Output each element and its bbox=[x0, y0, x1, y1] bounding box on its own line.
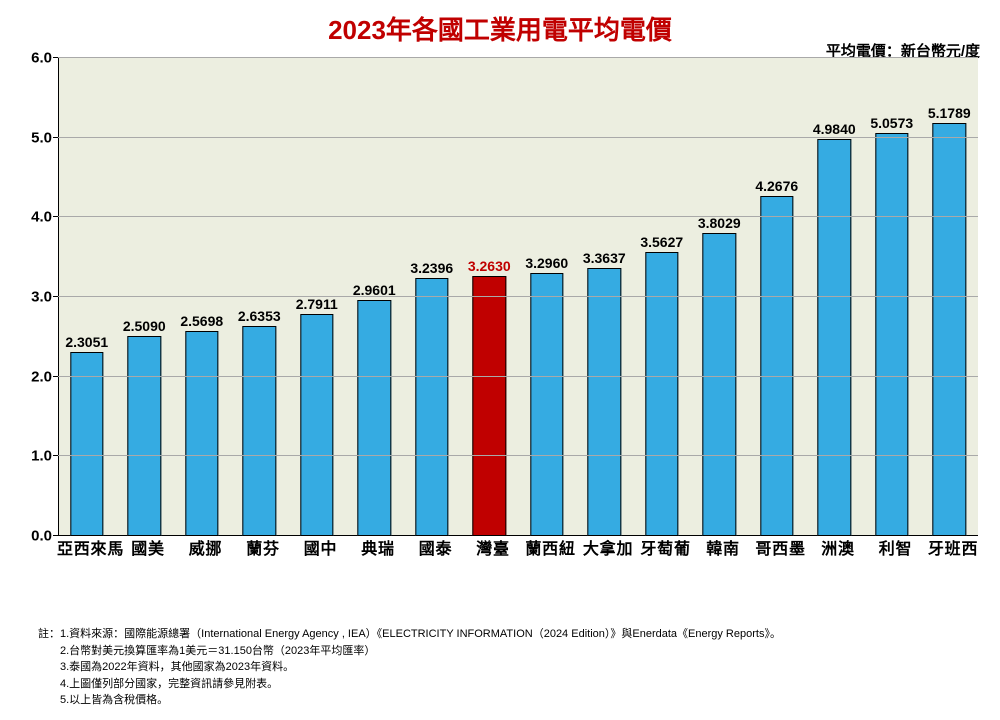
x-category-label: 美國 bbox=[127, 536, 161, 557]
bar-value-label: 2.3051 bbox=[65, 334, 108, 352]
bar-value-label: 2.5090 bbox=[123, 318, 166, 336]
footnote-text: 3.泰國為2022年資料，其他國家為2023年資料。 bbox=[60, 659, 294, 676]
bar-value-label: 3.2396 bbox=[410, 260, 453, 278]
y-tick-label: 3.0 bbox=[31, 289, 58, 306]
bar: 3.2630 bbox=[473, 276, 506, 536]
y-tick-label: 5.0 bbox=[31, 129, 58, 146]
bar: 3.3637 bbox=[588, 268, 621, 536]
footnote-text: 4.上圖僅列部分國家，完整資訊請參見附表。 bbox=[60, 676, 278, 693]
grid-line bbox=[58, 296, 978, 297]
footnote-line: 5.以上皆為含稅價格。 bbox=[38, 692, 781, 709]
bar-value-label: 2.5698 bbox=[180, 313, 223, 331]
footnotes: 註：1.資料來源：國際能源總署（International Energy Age… bbox=[38, 626, 781, 709]
bar-value-label: 2.7911 bbox=[296, 296, 338, 314]
bar-value-label: 3.2960 bbox=[525, 255, 568, 273]
bar-value-label: 4.2676 bbox=[755, 178, 798, 196]
canvas: 2023年各國工業用電平均電價 平均電價：新台幣元/度 2.30512.5090… bbox=[0, 0, 1000, 720]
bar-value-label: 5.0573 bbox=[870, 115, 913, 133]
footnote-prefix bbox=[38, 659, 60, 676]
bar: 4.9840 bbox=[818, 139, 851, 536]
bar-rect bbox=[933, 123, 966, 536]
bar-value-label: 3.2630 bbox=[468, 258, 511, 276]
bar-rect bbox=[645, 252, 678, 536]
footnote-line: 2.台幣對美元換算匯率為1美元＝31.150台幣（2023年平均匯率） bbox=[38, 643, 781, 660]
bar: 2.5090 bbox=[128, 336, 161, 536]
plot-area: 2.3051 2.5090 2.5698 2.6353 2.7911 2.9601 3.23… bbox=[58, 58, 978, 536]
bar-value-label: 3.5627 bbox=[640, 234, 683, 252]
y-tick-label: 2.0 bbox=[31, 368, 58, 385]
bar: 5.1789 bbox=[933, 123, 966, 536]
grid-line bbox=[58, 455, 978, 456]
bar-value-label: 3.8029 bbox=[698, 215, 741, 233]
footnote-line: 註：1.資料來源：國際能源總署（International Energy Age… bbox=[38, 626, 781, 643]
bar: 4.2676 bbox=[760, 196, 793, 536]
footnote-line: 3.泰國為2022年資料，其他國家為2023年資料。 bbox=[38, 659, 781, 676]
bar-rect bbox=[70, 352, 103, 536]
bar-rect bbox=[818, 139, 851, 536]
bar-rect bbox=[760, 196, 793, 536]
bar-rect bbox=[185, 331, 218, 536]
bar-value-label: 2.9601 bbox=[353, 282, 396, 300]
bar-rect bbox=[415, 278, 448, 536]
x-category-label: 澳洲 bbox=[817, 536, 851, 557]
x-category-label: 中國 bbox=[300, 536, 334, 557]
bar: 2.6353 bbox=[243, 326, 276, 536]
bar-rect bbox=[588, 268, 621, 536]
y-tick-label: 6.0 bbox=[31, 50, 58, 67]
bar: 2.5698 bbox=[185, 331, 218, 536]
x-category-label: 泰國 bbox=[415, 536, 449, 557]
bar-rect bbox=[703, 233, 736, 536]
bar: 2.7911 bbox=[300, 314, 333, 536]
bar-value-label: 5.1789 bbox=[928, 105, 971, 123]
bar-value-label: 3.3637 bbox=[583, 250, 626, 268]
x-category-label: 挪威 bbox=[185, 536, 219, 557]
footnote-prefix bbox=[38, 692, 60, 709]
grid-line bbox=[58, 57, 978, 58]
x-category-label: 墨西哥 bbox=[752, 536, 802, 557]
x-category-label: 瑞典 bbox=[357, 536, 391, 557]
footnote-prefix bbox=[38, 676, 60, 693]
bar: 2.3051 bbox=[70, 352, 103, 536]
bar: 3.2396 bbox=[415, 278, 448, 536]
x-category-label: 芬蘭 bbox=[242, 536, 276, 557]
bar-rect bbox=[473, 276, 506, 536]
x-category-label: 智利 bbox=[875, 536, 909, 557]
grid-line bbox=[58, 376, 978, 377]
footnote-prefix: 註： bbox=[38, 626, 60, 643]
bar-rect bbox=[875, 133, 908, 536]
x-category-label: 紐西蘭 bbox=[522, 536, 572, 557]
bar: 3.8029 bbox=[703, 233, 736, 536]
grid-line bbox=[58, 137, 978, 138]
x-category-label: 葡萄牙 bbox=[637, 536, 687, 557]
x-category-label: 西班牙 bbox=[924, 536, 974, 557]
bar-rect bbox=[243, 326, 276, 536]
bar-rect bbox=[530, 273, 563, 536]
x-category-label: 馬來西亞 bbox=[53, 536, 120, 557]
bar: 3.2960 bbox=[530, 273, 563, 536]
y-tick-label: 4.0 bbox=[31, 209, 58, 226]
x-category-label: 臺灣 bbox=[472, 536, 506, 557]
bar-rect bbox=[128, 336, 161, 536]
y-tick-label: 1.0 bbox=[31, 448, 58, 465]
footnote-text: 5.以上皆為含稅價格。 bbox=[60, 692, 168, 709]
x-category-label: 南韓 bbox=[702, 536, 736, 557]
bar-rect bbox=[300, 314, 333, 536]
bar: 5.0573 bbox=[875, 133, 908, 536]
bar: 3.5627 bbox=[645, 252, 678, 536]
footnote-line: 4.上圖僅列部分國家，完整資訊請參見附表。 bbox=[38, 676, 781, 693]
bars-container: 2.3051 2.5090 2.5698 2.6353 2.7911 2.9601 3.23… bbox=[58, 58, 978, 536]
x-category-label: 加拿大 bbox=[579, 536, 629, 557]
bar: 2.9601 bbox=[358, 300, 391, 536]
footnote-prefix bbox=[38, 643, 60, 660]
footnote-text: 1.資料來源：國際能源總署（International Energy Agenc… bbox=[60, 626, 781, 643]
bar-value-label: 2.6353 bbox=[238, 308, 281, 326]
grid-line bbox=[58, 216, 978, 217]
bar-rect bbox=[358, 300, 391, 536]
footnote-text: 2.台幣對美元換算匯率為1美元＝31.150台幣（2023年平均匯率） bbox=[60, 643, 375, 660]
